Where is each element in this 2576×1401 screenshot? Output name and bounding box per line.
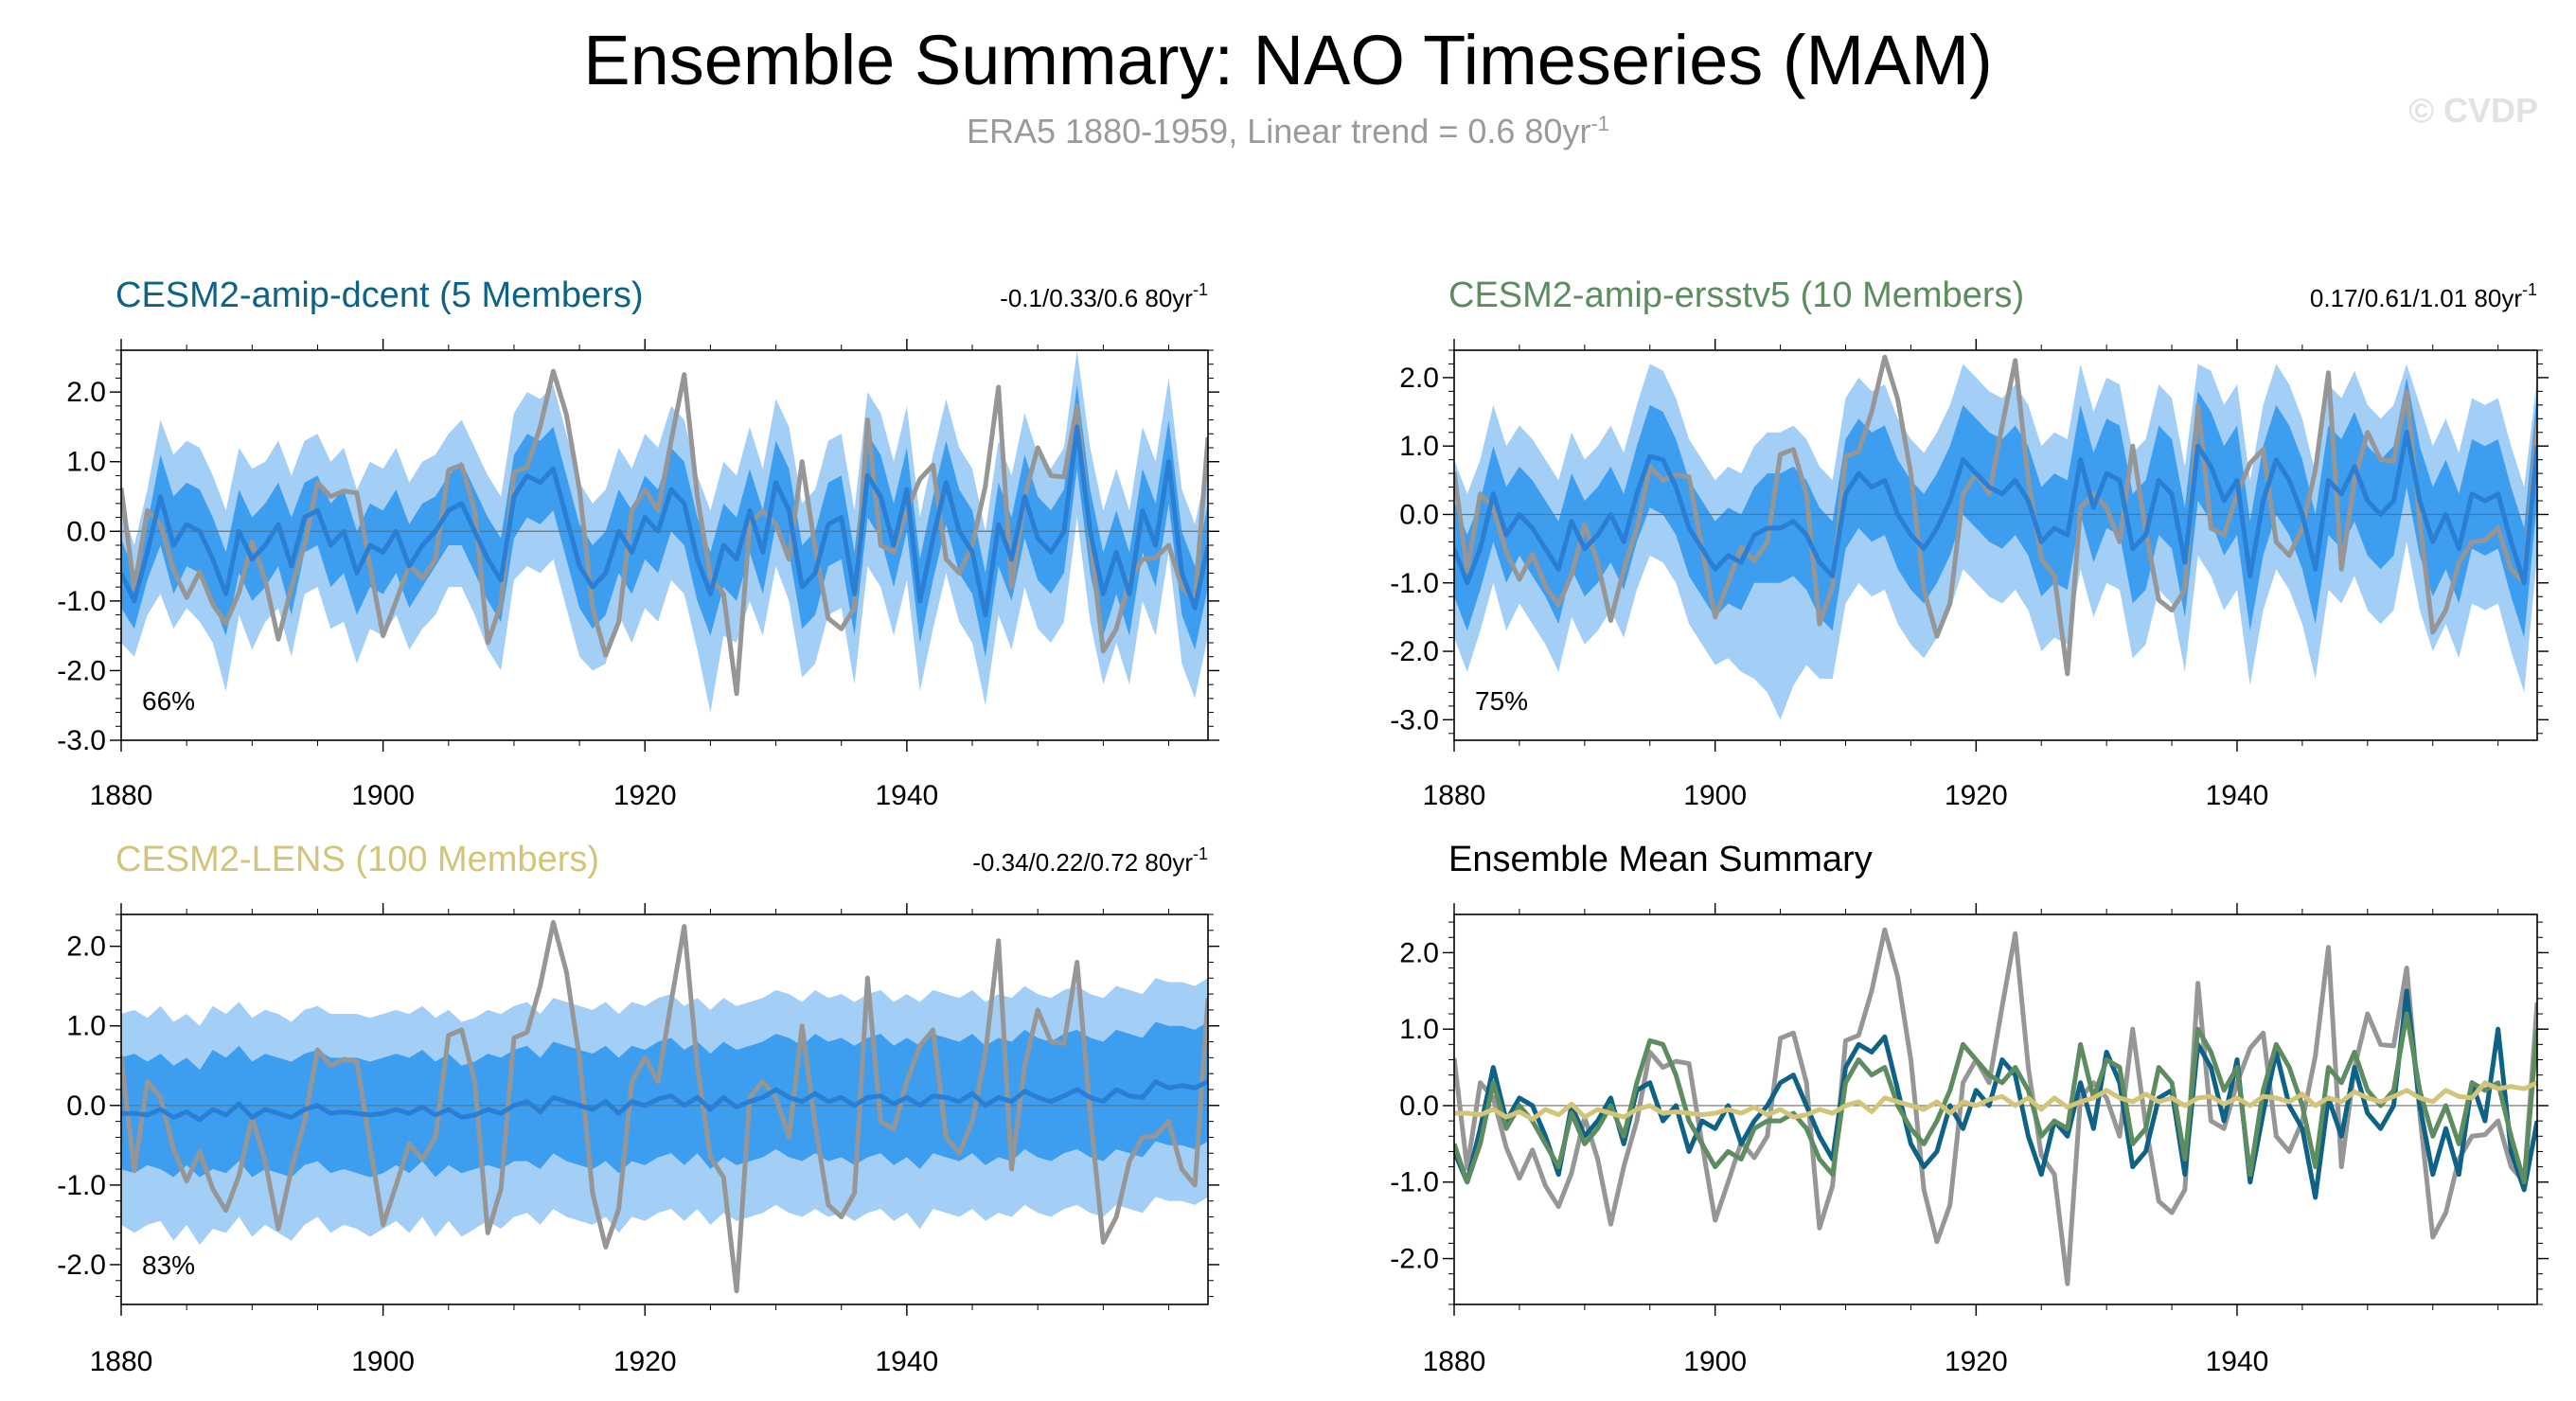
plot-area [1454, 927, 2537, 1286]
panel-ensemble-mean-summary: Ensemble Mean Summary -2.0 -1.0 0.0 1.0 2.0 18… [1390, 840, 2549, 1377]
trend-exponent: -1 [2522, 280, 2537, 299]
y-tick-label: 2.0 [1399, 363, 1439, 394]
panel-dcent: CESM2-amip-dcent (5 Members) -0.1/0.33/0.… [57, 275, 1219, 811]
y-tick-label: 2.0 [66, 377, 106, 408]
ensemble-mean-line [121, 424, 1208, 618]
subtitle-exponent: -1 [1590, 112, 1609, 135]
y-tick-label: -3.0 [1390, 704, 1439, 736]
y-tick-label: -1.0 [57, 586, 106, 617]
trend-range: -0.34/0.22/0.72 80yr-1 [972, 844, 1208, 877]
ensemble-mean-line [121, 1079, 1208, 1123]
ensemble-mean-line [1454, 430, 2537, 586]
x-tick-label: 1900 [1683, 1346, 1747, 1377]
percent-label: 75% [1475, 686, 1528, 716]
subtitle-text: ERA5 1880-1959, Linear trend = 0.6 80yr [966, 112, 1591, 151]
x-tick-label: 1880 [90, 780, 153, 811]
trend-range: 0.17/0.61/1.01 80yr-1 [2310, 280, 2537, 312]
percent-label: 83% [142, 1250, 195, 1280]
dcent-mean-line [1454, 988, 2537, 1200]
panel-ersstv5: CESM2-amip-ersstv5 (10 Members) 0.17/0.61… [1390, 275, 2549, 811]
x-tick-label: 1940 [876, 780, 939, 811]
y-tick-label: 1.0 [1399, 431, 1439, 462]
era5-obs-line [121, 919, 1208, 1294]
panel-lens: CESM2-LENS (100 Members) -0.34/0.22/0.72 … [57, 840, 1219, 1377]
plot-area [121, 919, 1208, 1294]
y-tick-label: -2.0 [57, 655, 106, 686]
panel-title: CESM2-amip-dcent (5 Members) [115, 275, 643, 315]
y-tick-label: 2.0 [1399, 937, 1439, 968]
axis-ticks [1443, 339, 2549, 752]
y-tick-label: 0.0 [1399, 1091, 1439, 1122]
trend-exponent: -1 [1193, 280, 1208, 299]
x-tick-label: 1940 [876, 1346, 939, 1377]
plot-area [121, 350, 1208, 713]
x-tick-label: 1920 [1945, 1346, 2008, 1377]
era5-obs-line [1454, 927, 2537, 1286]
axis-ticks [110, 339, 1219, 752]
x-tick-label: 1940 [2206, 780, 2269, 811]
y-tick-label: -2.0 [1390, 636, 1439, 667]
y-tick-label: -2.0 [1390, 1244, 1439, 1275]
inner-range-band [1454, 377, 2537, 638]
y-tick-label: 0.0 [66, 516, 106, 547]
y-tick-label: -2.0 [57, 1250, 106, 1281]
figure-title: Ensemble Summary: NAO Timeseries (MAM) [583, 21, 1993, 99]
y-tick-label: 1.0 [66, 447, 106, 478]
y-tick-label: -1.0 [57, 1170, 106, 1201]
y-tick-label: -3.0 [57, 725, 106, 756]
plot-area [1454, 354, 2537, 720]
panel-title: CESM2-amip-ersstv5 (10 Members) [1448, 275, 2024, 315]
y-tick-label: -1.0 [1390, 568, 1439, 599]
plot-frame [1453, 913, 2538, 1305]
x-tick-label: 1880 [90, 1346, 153, 1377]
panel-title: CESM2-LENS (100 Members) [115, 840, 599, 879]
x-tick-label: 1900 [351, 1346, 415, 1377]
inner-range-band [121, 384, 1208, 657]
y-tick-label: 0.0 [1399, 499, 1439, 530]
x-tick-label: 1920 [613, 1346, 677, 1377]
x-tick-label: 1880 [1423, 780, 1486, 811]
x-tick-label: 1920 [1945, 780, 2008, 811]
x-tick-label: 1900 [1683, 780, 1747, 811]
ersstv5-mean-line [1454, 1011, 2537, 1185]
cvdp-watermark: © CVDP [2408, 91, 2538, 130]
y-tick-label: 0.0 [66, 1091, 106, 1122]
trend-exponent: -1 [1193, 844, 1208, 863]
x-tick-label: 1940 [2206, 1346, 2269, 1377]
era5-obs-line [121, 368, 1208, 697]
x-tick-label: 1920 [613, 780, 677, 811]
y-tick-label: 2.0 [66, 931, 106, 963]
plot-frame [1453, 349, 2538, 741]
percent-label: 66% [142, 686, 195, 716]
axis-ticks [1443, 903, 2549, 1316]
axis-ticks [110, 903, 1219, 1316]
plot-frame [120, 913, 1209, 1305]
x-tick-label: 1880 [1423, 1346, 1486, 1377]
y-tick-label: 1.0 [1399, 1014, 1439, 1045]
y-tick-label: 1.0 [66, 1011, 106, 1042]
y-tick-label: -1.0 [1390, 1167, 1439, 1198]
trend-range: -0.1/0.33/0.6 80yr-1 [1000, 280, 1208, 312]
x-tick-label: 1900 [351, 780, 415, 811]
panel-title: Ensemble Mean Summary [1448, 840, 1873, 879]
lens-mean-line [1454, 1080, 2537, 1123]
figure-subtitle: ERA5 1880-1959, Linear trend = 0.6 80yr-… [0, 112, 2576, 151]
